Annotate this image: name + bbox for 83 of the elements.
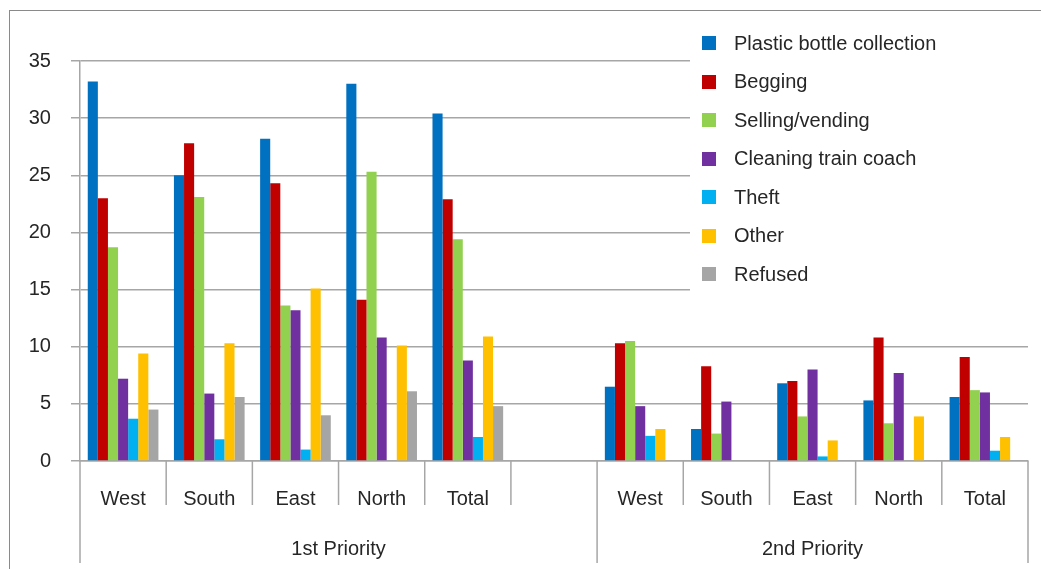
x-tick-label: North: [874, 486, 924, 509]
bar: [204, 393, 215, 461]
bar: [260, 138, 271, 461]
bar: [989, 450, 1001, 461]
x-tick-label: South: [183, 486, 236, 509]
bar: [711, 433, 722, 461]
bar: [701, 366, 712, 461]
bar: [290, 310, 301, 461]
y-tick-label: 15: [28, 277, 51, 300]
bar: [604, 386, 615, 461]
bar: [432, 113, 443, 461]
bar: [280, 305, 291, 461]
y-tick-label: 35: [28, 48, 51, 71]
bar: [979, 392, 990, 461]
bar: [807, 369, 818, 461]
x-tick-label: Total: [446, 486, 489, 509]
legend-label: Plastic bottle collection: [734, 31, 937, 55]
bar: [356, 299, 367, 461]
bar: [97, 198, 108, 461]
y-tick-label: 5: [39, 391, 51, 414]
bar: [442, 199, 453, 461]
x-tick-label: East: [275, 486, 316, 509]
x-tick-label: East: [792, 486, 833, 509]
bar: [396, 345, 407, 461]
bar: [138, 353, 149, 461]
legend-label: Cleaning train coach: [734, 147, 917, 171]
bar: [959, 357, 970, 461]
bar: [376, 337, 387, 461]
x-tick-label: West: [100, 486, 147, 509]
bar: [625, 341, 636, 461]
bar: [913, 416, 924, 461]
x-tick-label: West: [617, 486, 664, 509]
bar: [482, 336, 494, 461]
bar: [224, 343, 235, 461]
bar: [270, 183, 281, 461]
bar: [346, 83, 357, 461]
bar: [366, 171, 377, 461]
bar: [827, 440, 838, 461]
legend-label: Begging: [734, 70, 808, 94]
x-tick-label: North: [357, 486, 407, 509]
x-tick-label: South: [700, 486, 753, 509]
legend-label: Selling/vending: [734, 108, 870, 132]
text: 1st Priority: [291, 536, 386, 559]
bar: [107, 247, 119, 461]
text: 2nd Priority: [761, 536, 864, 559]
bar: [863, 400, 874, 461]
y-tick-label: 30: [28, 105, 51, 128]
bar: [635, 406, 646, 461]
bar: [721, 401, 732, 461]
y-tick-label: 20: [28, 219, 51, 242]
bar: [194, 197, 205, 461]
legend-label: Theft: [734, 185, 780, 209]
y-tick-label: 0: [39, 448, 51, 471]
bar: [777, 383, 788, 461]
bar: [893, 373, 904, 461]
bar: [462, 360, 473, 461]
bar: [614, 343, 626, 461]
bar: [645, 435, 656, 461]
bar: [300, 449, 311, 461]
bar: [472, 437, 483, 461]
bar: [883, 423, 894, 461]
bar: [817, 456, 828, 461]
bar: [452, 239, 463, 461]
bar: [1000, 437, 1011, 461]
y-tick-label: 10: [28, 334, 51, 357]
bar: [787, 381, 798, 461]
bar: [691, 429, 702, 461]
bar: [310, 288, 321, 461]
bar: [184, 143, 195, 461]
bar: [655, 429, 666, 461]
legend-label: Refused: [734, 262, 809, 286]
bar: [128, 418, 139, 461]
bar: [969, 390, 980, 461]
bar: [118, 378, 129, 461]
bar: [949, 397, 960, 461]
x-tick-label: Total: [963, 486, 1007, 509]
legend-label: Other: [734, 224, 785, 248]
bar: [797, 416, 808, 461]
bar: [214, 439, 225, 461]
bar: [173, 175, 185, 461]
y-tick-label: 25: [28, 162, 51, 185]
bar: [87, 81, 98, 461]
bar: [873, 337, 884, 461]
